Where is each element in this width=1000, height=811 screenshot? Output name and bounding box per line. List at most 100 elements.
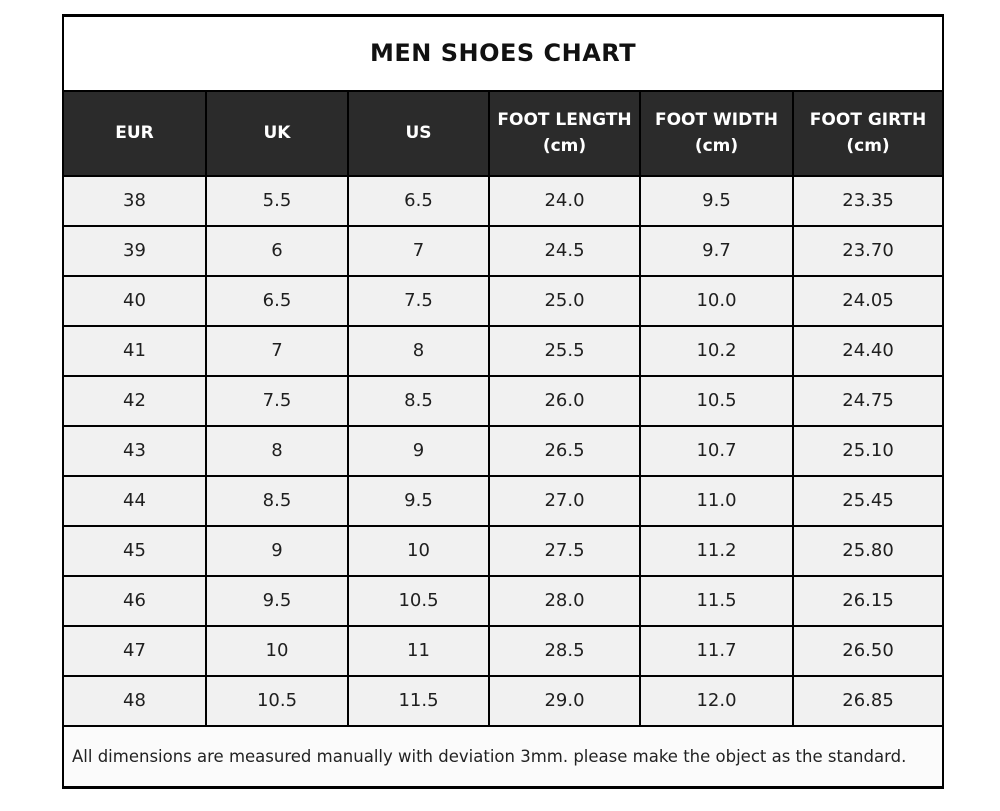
table-cell: 27.5 — [488, 524, 641, 577]
table-cell: 7.5 — [205, 374, 349, 427]
table-row: 44 8.5 9.5 27.0 11.0 25.45 — [62, 474, 945, 527]
column-header: UK — [205, 89, 349, 177]
table-cell: 25.45 — [791, 474, 945, 527]
table-cell: 11.5 — [347, 674, 490, 727]
table-cell: 7 — [205, 324, 349, 377]
table-cell: 48 — [62, 674, 207, 727]
column-header: EUR — [62, 89, 207, 177]
table-cell: 26.15 — [791, 574, 945, 627]
table-cell: 10 — [347, 524, 490, 577]
table-cell: 6 — [205, 224, 349, 277]
table-row: 39 6 7 24.5 9.7 23.70 — [62, 224, 945, 277]
table-cell: 29.0 — [488, 674, 641, 727]
table-cell: 24.5 — [488, 224, 641, 277]
note-row: All dimensions are measured manually wit… — [61, 724, 945, 789]
table-cell: 24.40 — [791, 324, 945, 377]
table-cell: 10.7 — [639, 424, 794, 477]
table-cell: 7 — [347, 224, 490, 277]
table-row: 47 10 11 28.5 11.7 26.50 — [62, 624, 945, 677]
column-header-label: UK — [263, 122, 291, 143]
table-cell: 10.5 — [347, 574, 490, 627]
page-title: MEN SHOES CHART — [61, 14, 945, 92]
table-cell: 44 — [62, 474, 207, 527]
table-cell: 38 — [62, 174, 207, 227]
table-cell: 40 — [62, 274, 207, 327]
table-cell: 11 — [347, 624, 490, 677]
table-cell: 25.10 — [791, 424, 945, 477]
table-cell: 6.5 — [205, 274, 349, 327]
column-header: US — [347, 89, 490, 177]
table-body: 38 5.5 6.5 24.0 9.5 23.35 39 6 7 24.5 9.7 23.70 40 6.… — [62, 174, 945, 727]
table-cell: 7.5 — [347, 274, 490, 327]
table-cell: 9.7 — [639, 224, 794, 277]
table-cell: 11.7 — [639, 624, 794, 677]
table-cell: 5.5 — [205, 174, 349, 227]
table-cell: 24.05 — [791, 274, 945, 327]
column-header-label: FOOT WIDTH — [654, 109, 779, 130]
table-cell: 46 — [62, 574, 207, 627]
table-cell: 28.5 — [488, 624, 641, 677]
column-header-label: FOOT LENGTH — [497, 109, 632, 130]
table-cell: 24.75 — [791, 374, 945, 427]
table-cell: 9.5 — [205, 574, 349, 627]
table-cell: 25.80 — [791, 524, 945, 577]
title-row: MEN SHOES CHART — [61, 14, 945, 92]
column-header-unit: (cm) — [542, 136, 587, 156]
column-header-unit: (cm) — [846, 136, 890, 156]
table-cell: 26.50 — [791, 624, 945, 677]
table-cell: 43 — [62, 424, 207, 477]
table-row: 40 6.5 7.5 25.0 10.0 24.05 — [62, 274, 945, 327]
table-cell: 9 — [205, 524, 349, 577]
table-cell: 41 — [62, 324, 207, 377]
table-row: 46 9.5 10.5 28.0 11.5 26.15 — [62, 574, 945, 627]
header-row: EUR UK US FOOT LENGTH (cm) FOOT WIDTH (cm) FOOT… — [62, 89, 945, 177]
table-cell: 9 — [347, 424, 490, 477]
table-cell: 26.85 — [791, 674, 945, 727]
table-cell: 10.5 — [205, 674, 349, 727]
table-cell: 11.5 — [639, 574, 794, 627]
table-cell: 47 — [62, 624, 207, 677]
column-header-label: EUR — [115, 122, 154, 143]
table-cell: 25.5 — [488, 324, 641, 377]
table-cell: 11.2 — [639, 524, 794, 577]
column-header-label: US — [405, 122, 432, 143]
table-cell: 10.5 — [639, 374, 794, 427]
column-header-label: FOOT GIRTH — [809, 109, 927, 130]
men-shoes-size-chart: MEN SHOES CHART EUR UK US FOOT LENGTH (cm) FO… — [61, 14, 945, 789]
table-cell: 23.35 — [791, 174, 945, 227]
table-cell: 8 — [347, 324, 490, 377]
table-row: 43 8 9 26.5 10.7 25.10 — [62, 424, 945, 477]
table-cell: 45 — [62, 524, 207, 577]
column-header: FOOT GIRTH (cm) — [791, 89, 945, 177]
table-row: 38 5.5 6.5 24.0 9.5 23.35 — [62, 174, 945, 227]
table-cell: 42 — [62, 374, 207, 427]
table-cell: 10.2 — [639, 324, 794, 377]
table-cell: 25.0 — [488, 274, 641, 327]
column-header-unit: (cm) — [694, 136, 739, 156]
table-cell: 23.70 — [791, 224, 945, 277]
table-cell: 12.0 — [639, 674, 794, 727]
table-cell: 9.5 — [639, 174, 794, 227]
table-cell: 8 — [205, 424, 349, 477]
table-row: 48 10.5 11.5 29.0 12.0 26.85 — [62, 674, 945, 727]
table-cell: 8.5 — [205, 474, 349, 527]
table-cell: 26.0 — [488, 374, 641, 427]
table-cell: 28.0 — [488, 574, 641, 627]
table-cell: 8.5 — [347, 374, 490, 427]
table-row: 42 7.5 8.5 26.0 10.5 24.75 — [62, 374, 945, 427]
table-cell: 27.0 — [488, 474, 641, 527]
table-cell: 26.5 — [488, 424, 641, 477]
table-cell: 24.0 — [488, 174, 641, 227]
table-cell: 6.5 — [347, 174, 490, 227]
table-row: 45 9 10 27.5 11.2 25.80 — [62, 524, 945, 577]
measurement-note: All dimensions are measured manually wit… — [61, 724, 945, 789]
column-header: FOOT LENGTH (cm) — [488, 89, 641, 177]
table-row: 41 7 8 25.5 10.2 24.40 — [62, 324, 945, 377]
table-cell: 9.5 — [347, 474, 490, 527]
table-cell: 11.0 — [639, 474, 794, 527]
column-header: FOOT WIDTH (cm) — [639, 89, 794, 177]
table-cell: 10 — [205, 624, 349, 677]
table-cell: 39 — [62, 224, 207, 277]
table-cell: 10.0 — [639, 274, 794, 327]
